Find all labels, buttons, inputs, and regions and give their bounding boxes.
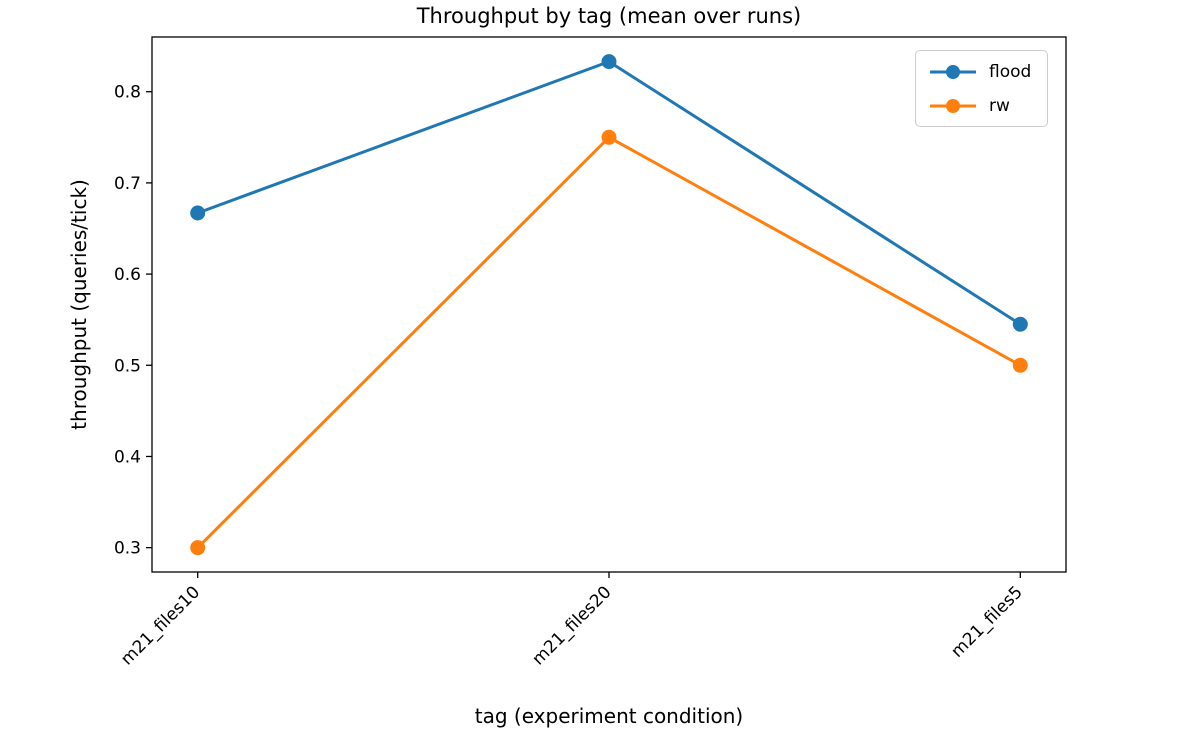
y-axis-label: throughput (queries/tick) [67, 179, 91, 430]
y-tick-label: 0.8 [114, 83, 141, 103]
series-marker-flood [601, 54, 617, 70]
y-tick-label: 0.3 [114, 539, 141, 559]
chart-title: Throughput by tag (mean over runs) [416, 4, 802, 28]
legend-label-rw: rw [989, 95, 1010, 116]
x-tick-label: m21_files5 [947, 582, 1026, 661]
legend: flood rw [915, 50, 1049, 127]
legend-sample-flood [930, 64, 976, 79]
x-tick-label: m21_files10 [117, 582, 204, 669]
y-tick-label: 0.7 [114, 174, 141, 194]
series-marker-rw [1012, 357, 1028, 373]
x-tick-label: m21_files20 [529, 582, 616, 669]
series-marker-flood [190, 205, 206, 221]
y-tick-label: 0.5 [114, 356, 141, 376]
legend-sample-rw [930, 98, 976, 113]
series-line-rw [196, 135, 1022, 549]
legend-item-rw: rw [928, 91, 1031, 120]
legend-item-flood: flood [928, 57, 1031, 86]
series-marker-rw [190, 540, 206, 556]
x-axis-label: tag (experiment condition) [474, 704, 744, 728]
y-tick-label: 0.6 [114, 265, 141, 285]
series-line-flood [197, 60, 1022, 326]
series-marker-flood [1012, 316, 1028, 332]
series-marker-rw [601, 129, 617, 145]
legend-label-flood: flood [989, 61, 1032, 82]
y-tick-label: 0.4 [114, 447, 141, 467]
